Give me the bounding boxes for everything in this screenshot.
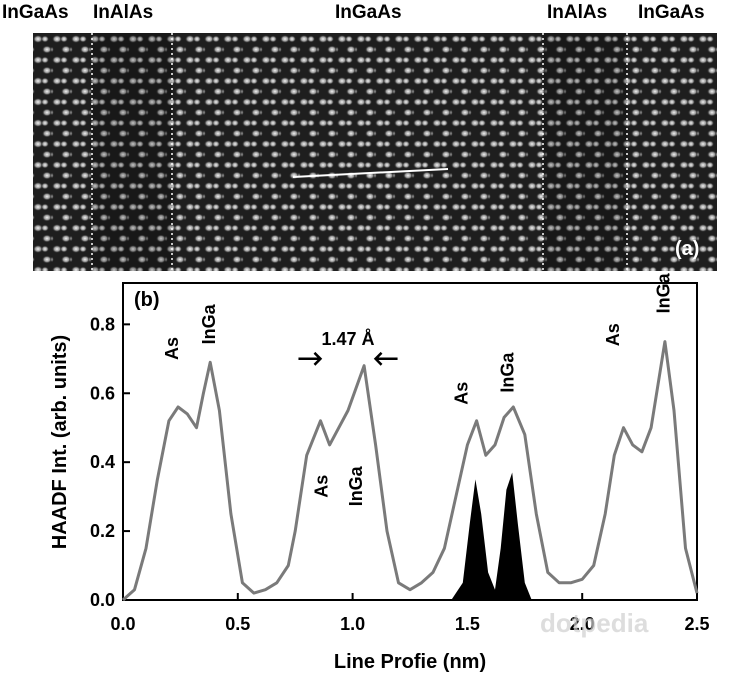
region-label-ingaas-3: InGaAs [638,2,705,23]
region-label-inalas-2: InAlAs [547,2,608,23]
x-tick-label: 0.5 [225,614,250,634]
plot-area-frame [122,282,698,601]
x-tick-label: 2.0 [570,614,595,634]
panel-a-label: (a) [675,238,699,260]
y-tick-label: 0.2 [90,521,115,541]
y-tick-label: 0.8 [90,314,115,334]
peak-annotation: 1.47 Å [321,329,374,349]
spacing-arrow-right-icon [373,351,398,366]
x-tick-label: 2.5 [684,614,709,634]
spacing-arrow-left-icon [298,351,323,366]
peak-annotation: InGa [199,303,219,344]
fitted-peaks-fill [451,472,532,600]
peak-annotation: InGa [497,352,517,393]
peak-annotation: InGa [346,465,366,506]
watermark: dotpedia [540,608,649,638]
intensity-profile-line [121,340,699,602]
y-tick-label: 0.4 [90,452,115,472]
region-label-ingaas-2: InGaAs [335,2,402,23]
line-profile-marker [292,168,449,178]
panel-b-label: (b) [134,289,160,311]
region-label-ingaas-1: InGaAs [2,2,69,23]
x-axis-label: Line Profie (nm) [334,651,486,673]
x-tick-label: 0.0 [110,614,135,634]
peak-annotation: InGa [653,272,673,313]
x-tick-label: 1.0 [340,614,365,634]
y-tick-label: 0.6 [90,383,115,403]
peak-annotation: As [603,323,623,346]
region-label-inalas-1: InAlAs [93,2,154,23]
peak-annotation: As [451,382,471,405]
peak-annotation: As [162,337,182,360]
stem-image-panel-a: (a) [33,33,717,271]
peak-annotation: As [311,475,331,498]
y-tick-label: 0.0 [90,590,115,610]
x-tick-label: 1.5 [455,614,480,634]
y-axis-label: HAADF Int. (arb. units) [49,335,71,549]
